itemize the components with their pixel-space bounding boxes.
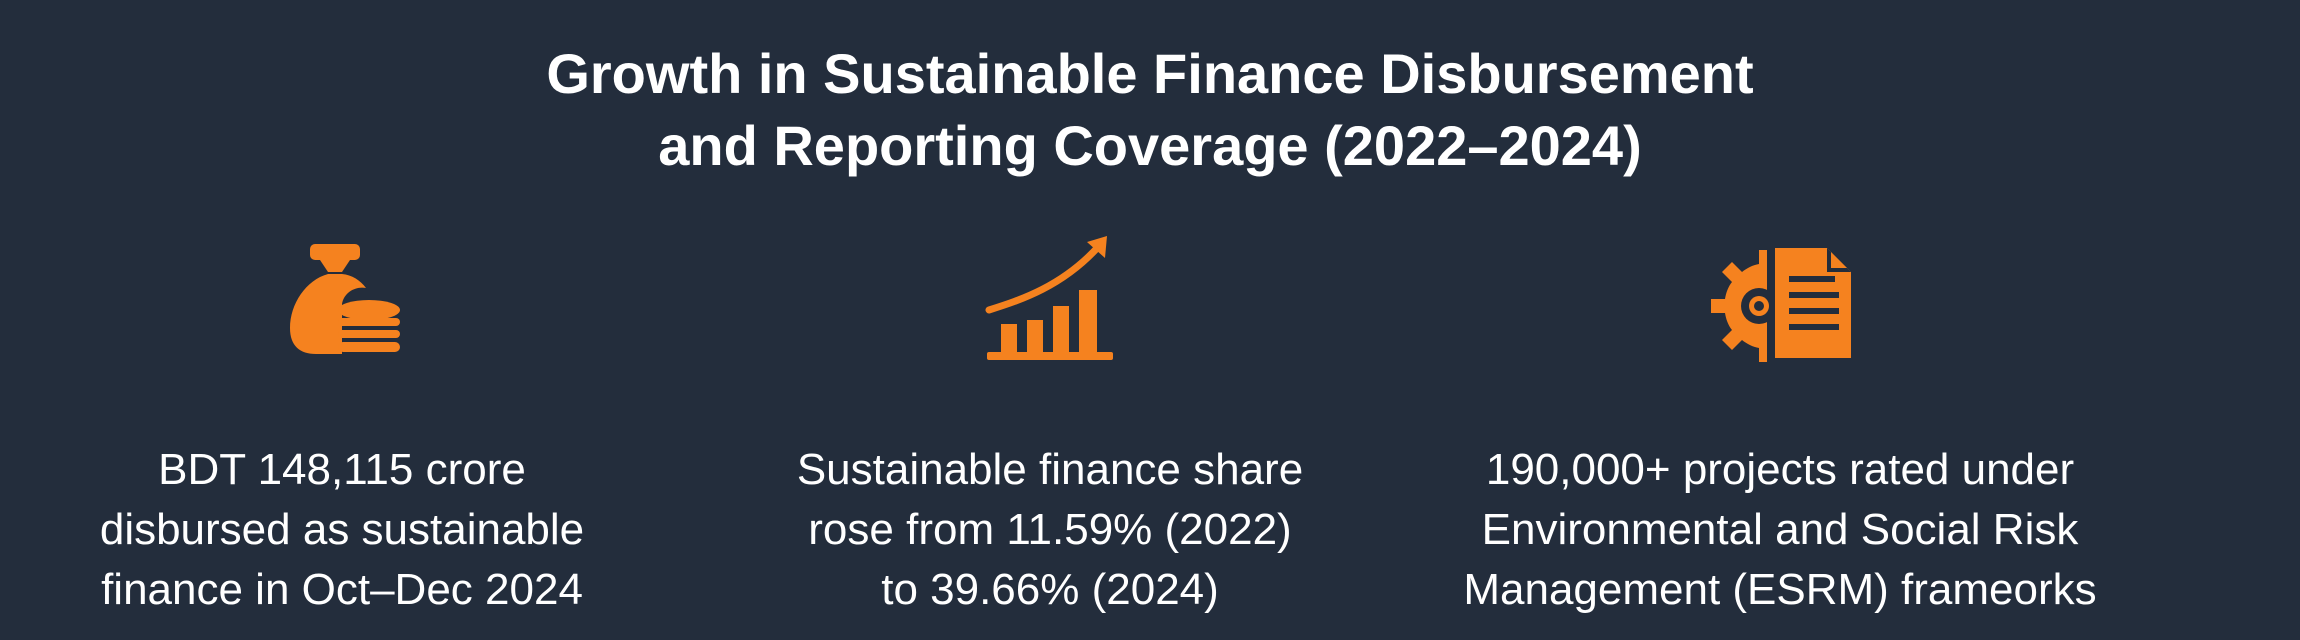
stat-text: BDT 148,115 crore disbursed as sustainab… [22,440,662,620]
page-title: Growth in Sustainable Finance Disburseme… [0,38,2300,182]
stat-card-disbursement: BDT 148,115 crore disbursed as sustainab… [22,228,662,620]
stat-line: finance in Oct–Dec 2024 [101,565,583,614]
stat-line: BDT 148,115 crore [158,445,526,494]
stat-text: Sustainable finance share rose from 11.5… [730,440,1370,620]
stat-line: Environmental and Social Risk [1481,505,2079,554]
stat-line: rose from 11.59% (2022) [808,505,1292,554]
stat-line: Management (ESRM) frameorks [1463,565,2097,614]
stat-line: disbursed as sustainable [99,505,585,554]
title-line-1: Growth in Sustainable Finance Disburseme… [546,42,1754,105]
gear-document-icon [1460,228,2100,388]
stat-line: to 39.66% (2024) [881,565,1219,614]
stat-text: 190,000+ projects rated under Environmen… [1460,440,2100,620]
title-line-2: and Reporting Coverage (2022–2024) [658,114,1642,177]
money-bag-coins-icon [22,228,662,388]
stat-line: Sustainable finance share [796,445,1304,494]
growth-bar-chart-icon [730,228,1370,388]
stat-card-esrm: 190,000+ projects rated under Environmen… [1460,228,2100,620]
stat-line: 190,000+ projects rated under [1485,445,2075,494]
stat-card-share-growth: Sustainable finance share rose from 11.5… [730,228,1370,620]
